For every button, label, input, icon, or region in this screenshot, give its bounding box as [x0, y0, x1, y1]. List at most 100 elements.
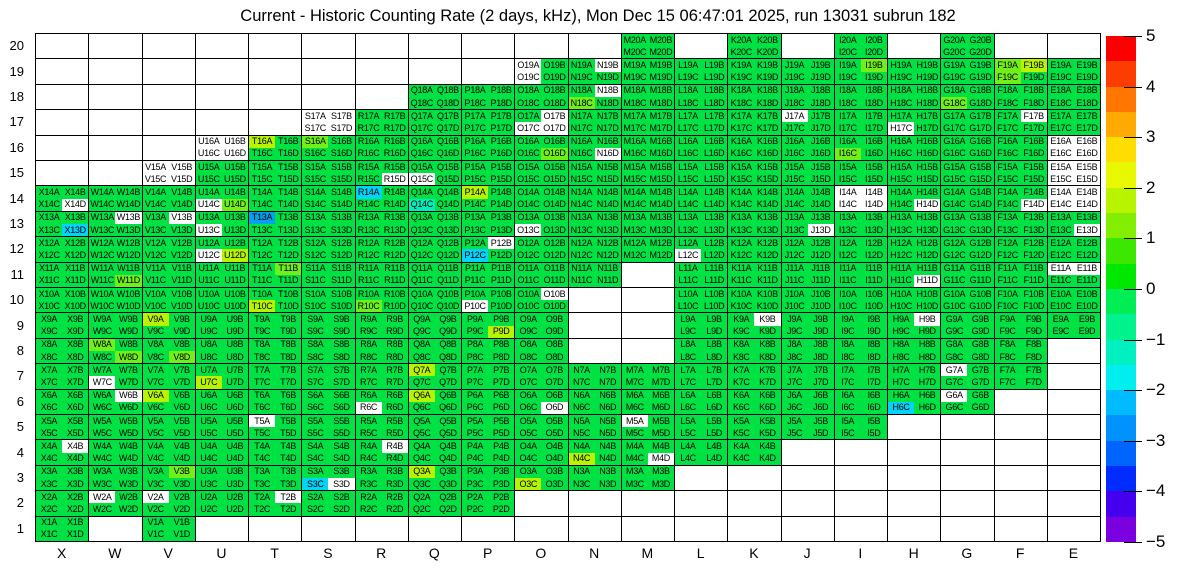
quadrant-M17B: M17B	[647, 110, 674, 123]
colorbar-segment-18	[1106, 491, 1136, 517]
quadrant-P16B: P16B	[488, 135, 515, 148]
quadrant-T9B: T9B	[275, 313, 302, 326]
quadrant-H10B: H10B	[914, 287, 941, 301]
cell-M16: M16A M16B M16C M16D	[621, 135, 675, 161]
cell-L16: L16A L16B L16C L16D	[675, 135, 729, 161]
quadrant-U7B: U7B	[221, 364, 248, 377]
quadrant-P15D: P15D	[488, 173, 515, 186]
y-tick-20: 20	[9, 38, 24, 54]
quadrant-R16B: R16B	[381, 135, 408, 148]
quadrant-P16D: P16D	[488, 147, 515, 160]
quadrant-W8B: W8B	[115, 338, 142, 351]
quadrant-X6C: X6C	[36, 401, 63, 414]
quadrant-N7C: N7C	[568, 376, 595, 389]
quadrant-J11B: J11B	[807, 262, 834, 275]
quadrant-E16D: E16D	[1073, 147, 1100, 160]
quadrant-U9D: U9D	[221, 325, 248, 338]
quadrant-Q18C: Q18C	[408, 96, 435, 110]
quadrant-P17C: P17C	[462, 122, 489, 135]
quadrant-P5B: P5B	[488, 414, 515, 428]
quadrant-P10C: P10C	[462, 300, 489, 313]
quadrant-H6C: H6C	[888, 401, 915, 414]
cell-H11: H11A H11B H11C H11D	[888, 262, 942, 288]
quadrant-H17D: H17D	[914, 122, 941, 135]
quadrant-G6A: G6A	[941, 389, 968, 402]
cell-W9: W9A W9B W9C W9D	[89, 313, 143, 339]
quadrant-L13A: L13A	[675, 211, 702, 224]
quadrant-P10A: P10A	[462, 287, 489, 301]
quadrant-M20D: M20D	[647, 46, 674, 59]
cell-V16	[142, 135, 196, 161]
quadrant-G13C: G13C	[941, 223, 968, 237]
quadrant-L16D: L16D	[701, 147, 728, 160]
cell-X9: X9A X9B X9C X9D	[36, 313, 90, 339]
cell-T17	[249, 110, 303, 136]
quadrant-O8B: O8B	[541, 338, 568, 351]
quadrant-M4A: M4A	[621, 440, 648, 453]
quadrant-J6C: J6C	[781, 401, 808, 414]
quadrant-R15C: R15C	[355, 173, 382, 186]
quadrant-O12A: O12A	[515, 237, 542, 250]
quadrant-J15B: J15B	[807, 160, 834, 174]
quadrant-R10D: R10D	[381, 300, 408, 313]
cell-S13: S13A S13B S13C S13D	[302, 211, 356, 238]
quadrant-E15C: E15C	[1047, 173, 1074, 186]
quadrant-M5A: M5A	[621, 414, 648, 428]
quadrant-Q9C: Q9C	[408, 325, 435, 338]
cell-F13: F13A F13B F13C F13D	[994, 211, 1048, 238]
quadrant-J18A: J18A	[781, 84, 808, 97]
quadrant-Q11D: Q11D	[434, 274, 461, 287]
quadrant-U10B: U10B	[221, 287, 248, 301]
cell-X8: X8A X8B X8C X8D	[36, 338, 90, 365]
cell-F1	[994, 516, 1048, 542]
quadrant-N16C: N16C	[568, 147, 595, 160]
quadrant-I14C: I14C	[834, 198, 861, 211]
quadrant-G13D: G13D	[967, 223, 994, 237]
cell-R12: R12A R12B R12C R12D	[355, 237, 409, 263]
quadrant-N4B: N4B	[594, 440, 621, 453]
cell-R18	[355, 84, 409, 111]
quadrant-K4D: K4D	[754, 452, 781, 465]
quadrant-J16B: J16B	[807, 135, 834, 148]
quadrant-I18D: I18D	[860, 96, 887, 110]
quadrant-I11B: I11B	[860, 262, 887, 275]
quadrant-E18D: E18D	[1073, 96, 1100, 110]
cell-P4: P4A P4B P4C P4D	[462, 440, 516, 466]
colorbar-segment-4	[1106, 137, 1136, 163]
quadrant-V14D: V14D	[168, 198, 195, 211]
quadrant-R10A: R10A	[355, 287, 382, 301]
cell-E2	[1047, 491, 1101, 517]
quadrant-S15C: S15C	[302, 173, 329, 186]
quadrant-L14C: L14C	[675, 198, 702, 211]
quadrant-R2D: R2D	[381, 503, 408, 516]
quadrant-E9A: E9A	[1047, 313, 1074, 326]
cell-N3: N3A N3B N3C N3D	[568, 465, 622, 492]
cell-X3: X3A X3B X3C X3D	[36, 465, 90, 492]
quadrant-R12D: R12D	[381, 249, 408, 262]
quadrant-E12D: E12D	[1073, 249, 1100, 262]
quadrant-M12D: M12D	[647, 249, 674, 262]
cell-S9: S9A S9B S9C S9D	[302, 313, 356, 339]
quadrant-U12C: U12C	[195, 249, 222, 262]
cell-E1	[1047, 516, 1101, 542]
cell-P8: P8A P8B P8C P8D	[462, 338, 516, 365]
quadrant-I17C: I17C	[834, 122, 861, 135]
cell-H3	[888, 465, 942, 492]
cell-V19	[142, 59, 196, 85]
quadrant-L14D: L14D	[701, 198, 728, 211]
quadrant-Q7B: Q7B	[434, 364, 461, 377]
quadrant-L8A: L8A	[675, 338, 702, 351]
cell-W13: W13A W13B W13C W13D	[89, 211, 143, 238]
quadrant-H15A: H15A	[888, 160, 915, 174]
quadrant-I16B: I16B	[860, 135, 887, 148]
quadrant-S15A: S15A	[302, 160, 329, 174]
quadrant-S17D: S17D	[328, 122, 355, 135]
quadrant-Q13A: Q13A	[408, 211, 435, 224]
quadrant-I8A: I8A	[834, 338, 861, 351]
x-tick-V: V	[163, 545, 173, 561]
cell-S11: S11A S11B S11C S11D	[302, 262, 356, 288]
cell-J2	[781, 491, 835, 517]
quadrant-H9B: H9B	[914, 313, 941, 326]
quadrant-X3D: X3D	[62, 477, 89, 491]
cell-O19: O19A O19B O19C O19D	[515, 59, 569, 85]
